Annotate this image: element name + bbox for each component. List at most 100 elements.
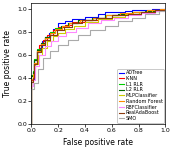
RealAdaBoost xyxy=(33,63,35,65)
L2 RLR xyxy=(131,11,133,13)
RBFClassifier xyxy=(154,10,156,12)
L1 RLR xyxy=(104,15,106,16)
K-NN xyxy=(97,17,99,19)
ADTree xyxy=(164,8,166,9)
L1 RLR xyxy=(60,25,62,27)
RBFClassifier xyxy=(127,15,129,16)
MLPClassifier xyxy=(30,123,32,124)
SMO xyxy=(131,17,133,19)
Random Forest xyxy=(68,22,70,24)
L2 RLR xyxy=(30,123,32,124)
RBFClassifier xyxy=(113,17,115,19)
L1 RLR xyxy=(30,74,32,76)
L2 RLR xyxy=(77,19,79,21)
ADTree xyxy=(84,16,86,17)
L1 RLR xyxy=(131,11,133,13)
MLPClassifier xyxy=(34,63,37,65)
MLPClassifier xyxy=(151,9,153,11)
RBFClassifier xyxy=(140,12,142,14)
ADTree xyxy=(57,22,59,24)
L2 RLR xyxy=(33,59,35,61)
MLPClassifier xyxy=(30,81,32,83)
ADTree xyxy=(124,10,126,12)
L2 RLR xyxy=(32,71,34,73)
L1 RLR xyxy=(44,36,46,38)
L1 RLR xyxy=(91,17,93,19)
Random Forest xyxy=(36,50,38,52)
K-NN xyxy=(71,21,73,23)
RealAdaBoost xyxy=(44,39,46,41)
L2 RLR xyxy=(36,49,38,51)
L1 RLR xyxy=(117,13,120,15)
L1 RLR xyxy=(54,27,57,29)
SMO xyxy=(77,34,79,36)
RealAdaBoost xyxy=(154,9,156,11)
K-NN xyxy=(164,8,166,9)
SMO xyxy=(104,25,106,27)
ADTree xyxy=(71,18,73,20)
K-NN xyxy=(64,24,66,26)
SMO xyxy=(30,123,32,124)
RealAdaBoost xyxy=(30,81,32,83)
RealAdaBoost xyxy=(49,34,51,36)
L2 RLR xyxy=(164,8,166,9)
SMO xyxy=(66,39,69,41)
K-NN xyxy=(36,50,38,52)
MLPClassifier xyxy=(138,11,140,13)
RBFClassifier xyxy=(65,31,67,32)
SMO xyxy=(89,29,91,31)
K-NN xyxy=(52,29,54,31)
ADTree xyxy=(138,9,140,11)
MLPClassifier xyxy=(97,18,99,20)
K-NN xyxy=(111,15,113,16)
ADTree xyxy=(38,47,40,48)
SMO xyxy=(30,88,32,90)
K-NN xyxy=(42,39,44,41)
SMO xyxy=(158,10,160,12)
Random Forest xyxy=(49,32,51,34)
MLPClassifier xyxy=(46,40,48,42)
ADTree xyxy=(131,9,133,11)
SMO xyxy=(164,8,166,9)
Random Forest xyxy=(30,78,32,80)
SMO xyxy=(49,50,51,52)
Random Forest xyxy=(61,25,63,27)
ADTree xyxy=(111,11,113,13)
K-NN xyxy=(57,26,59,28)
MLPClassifier xyxy=(73,25,75,27)
Random Forest xyxy=(30,123,32,124)
RBFClassifier xyxy=(51,40,53,42)
L1 RLR xyxy=(158,9,160,11)
RealAdaBoost xyxy=(81,19,83,21)
L1 RLR xyxy=(164,8,166,9)
Random Forest xyxy=(54,28,57,30)
RealAdaBoost xyxy=(111,15,113,16)
RealAdaBoost xyxy=(40,44,42,46)
L2 RLR xyxy=(49,32,51,34)
RealAdaBoost xyxy=(32,77,34,78)
ADTree xyxy=(33,59,35,61)
L2 RLR xyxy=(44,36,46,38)
X-axis label: False positive rate: False positive rate xyxy=(63,138,133,147)
Random Forest xyxy=(32,73,34,75)
Random Forest xyxy=(132,11,134,13)
ADTree xyxy=(30,123,32,124)
MLPClassifier xyxy=(164,8,166,9)
RBFClassifier xyxy=(30,123,32,124)
K-NN xyxy=(138,11,140,13)
SMO xyxy=(57,44,59,46)
K-NN xyxy=(46,34,48,36)
K-NN xyxy=(151,9,153,11)
ADTree xyxy=(57,28,59,30)
L2 RLR xyxy=(66,22,69,24)
SMO xyxy=(33,82,35,84)
RBFClassifier xyxy=(30,85,32,86)
K-NN xyxy=(32,74,34,76)
L1 RLR xyxy=(66,22,69,24)
SMO xyxy=(117,20,120,22)
L1 RLR xyxy=(32,70,34,72)
ADTree xyxy=(64,20,66,22)
K-NN xyxy=(30,123,32,124)
Random Forest xyxy=(105,15,107,16)
Line: L1 RLR: L1 RLR xyxy=(31,9,165,123)
